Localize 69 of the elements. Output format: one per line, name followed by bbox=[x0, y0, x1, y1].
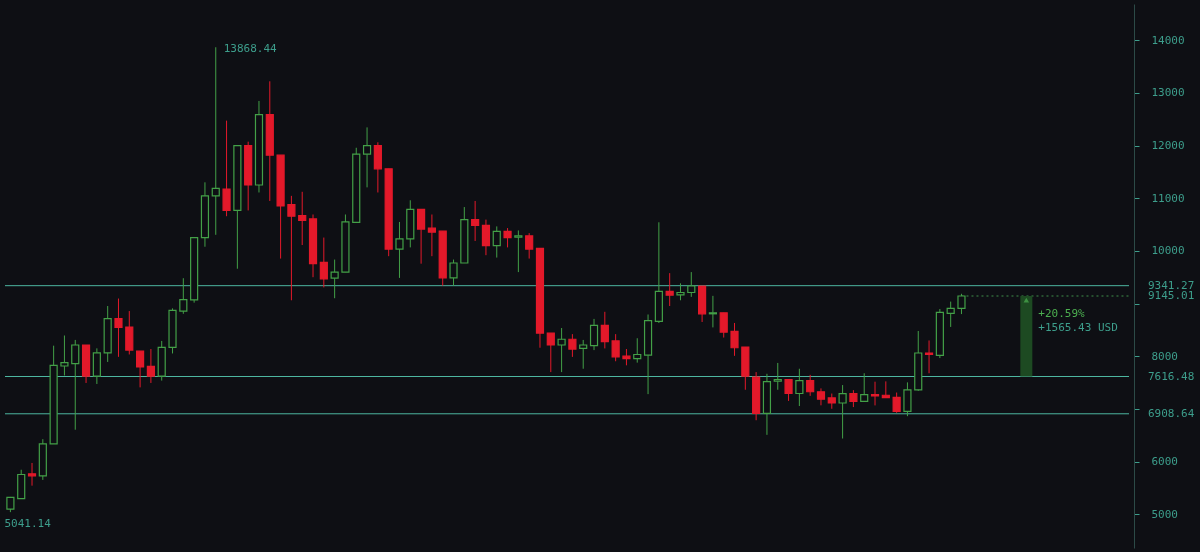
candlestick bbox=[146, 348, 155, 384]
annotation: 13868.44 bbox=[223, 42, 278, 56]
annotation: +1565.43 USD bbox=[1038, 320, 1118, 334]
candlestick bbox=[806, 374, 815, 397]
candlestick bbox=[471, 200, 480, 242]
candlestick bbox=[114, 298, 123, 358]
candlestick bbox=[211, 46, 220, 236]
candlestick bbox=[125, 310, 134, 355]
y-tick-label: 8000 bbox=[1151, 349, 1178, 363]
candlestick bbox=[319, 237, 328, 288]
candlestick bbox=[71, 339, 80, 431]
candlestick bbox=[816, 387, 826, 406]
y-tick-label: 12000 bbox=[1151, 139, 1185, 153]
candlestick bbox=[222, 120, 231, 217]
candlestick bbox=[557, 327, 566, 373]
candlestick bbox=[730, 322, 739, 357]
candlestick bbox=[503, 227, 512, 248]
candlestick bbox=[362, 126, 372, 188]
candlestick bbox=[870, 381, 880, 406]
candlestick bbox=[417, 208, 426, 265]
candlestick bbox=[589, 318, 599, 351]
candlestick bbox=[395, 221, 404, 279]
candlestick bbox=[136, 350, 145, 388]
candlestick bbox=[784, 378, 793, 402]
candlestick bbox=[924, 339, 934, 374]
candlestick bbox=[795, 368, 804, 407]
candlestick bbox=[449, 259, 458, 287]
y-tick-label: 14000 bbox=[1151, 33, 1185, 47]
y-tick-label: 11000 bbox=[1151, 191, 1185, 205]
candlestick bbox=[708, 295, 717, 328]
candlestick bbox=[92, 347, 101, 385]
candlestick bbox=[568, 333, 577, 358]
ref-line-label: 9145.01 bbox=[1148, 289, 1195, 303]
candlestick bbox=[665, 272, 674, 307]
annotation: +20.59% bbox=[1038, 306, 1086, 320]
candlestick bbox=[525, 232, 534, 260]
candlestick bbox=[957, 293, 966, 315]
candlestick bbox=[611, 333, 620, 362]
candlestick bbox=[373, 141, 382, 193]
candlestick bbox=[946, 301, 955, 328]
candlestick bbox=[287, 195, 296, 301]
ref-line-label: 6908.64 bbox=[1148, 406, 1195, 420]
candlestick bbox=[838, 384, 847, 440]
candlestick bbox=[481, 219, 491, 256]
candlestick bbox=[903, 381, 912, 417]
candlestick bbox=[298, 191, 307, 246]
candlestick bbox=[579, 339, 588, 370]
candlestick bbox=[179, 277, 188, 315]
y-tick-label: 6000 bbox=[1151, 455, 1178, 469]
candlestick bbox=[427, 213, 436, 257]
candlestick bbox=[860, 372, 869, 402]
candlestick bbox=[600, 311, 609, 349]
candlestick bbox=[719, 312, 728, 339]
y-tick-label: 10000 bbox=[1151, 244, 1185, 258]
y-tick-label: 5000 bbox=[1151, 507, 1178, 521]
candlestick bbox=[546, 332, 555, 373]
y-tick-label: 13000 bbox=[1151, 86, 1185, 100]
candlestick bbox=[514, 229, 523, 273]
candlestick bbox=[492, 225, 501, 259]
candlestick bbox=[892, 392, 901, 414]
candlestick bbox=[687, 271, 696, 298]
ref-line-label: 9341.27 bbox=[1148, 278, 1195, 292]
candlestick bbox=[330, 259, 339, 299]
candlestick bbox=[773, 362, 782, 391]
ref-line-label: 7616.48 bbox=[1148, 369, 1195, 383]
candlestick bbox=[633, 337, 642, 364]
candlestick bbox=[27, 462, 37, 487]
annotation: 5041.14 bbox=[4, 517, 52, 531]
candlestick bbox=[60, 335, 69, 376]
